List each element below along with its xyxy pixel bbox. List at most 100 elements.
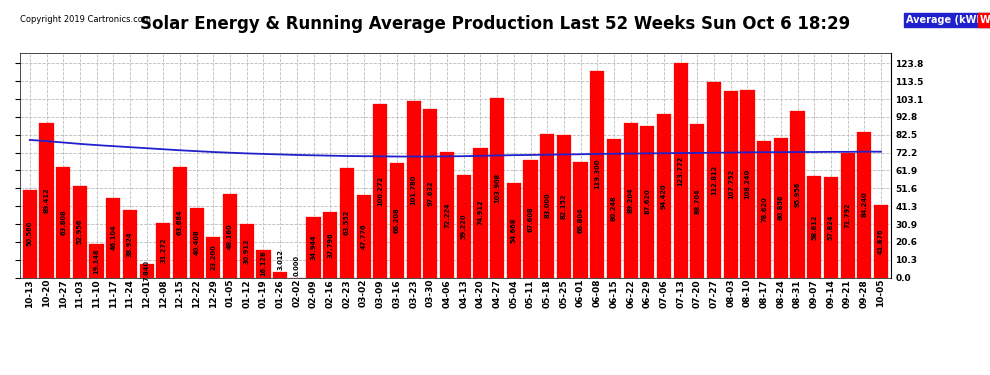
Bar: [590, 71, 604, 278]
Text: 63.808: 63.808: [60, 210, 66, 235]
Bar: [440, 153, 454, 278]
Text: 89.204: 89.204: [628, 188, 634, 213]
Text: 112.812: 112.812: [711, 165, 717, 195]
Text: Copyright 2019 Cartronics.com: Copyright 2019 Cartronics.com: [20, 15, 150, 24]
Text: 78.620: 78.620: [761, 196, 767, 222]
Text: 94.420: 94.420: [661, 183, 667, 209]
Bar: [707, 82, 721, 278]
Text: 103.908: 103.908: [494, 172, 500, 203]
Text: 84.240: 84.240: [861, 192, 867, 217]
Bar: [807, 176, 822, 278]
Bar: [206, 237, 221, 278]
Text: 23.200: 23.200: [211, 244, 217, 270]
Bar: [573, 162, 588, 278]
Bar: [673, 63, 688, 278]
Bar: [507, 183, 521, 278]
Text: 87.620: 87.620: [644, 189, 650, 214]
Text: 31.272: 31.272: [160, 238, 166, 263]
Bar: [240, 224, 253, 278]
Text: 107.752: 107.752: [728, 169, 734, 200]
Text: 30.912: 30.912: [244, 238, 249, 264]
Bar: [857, 132, 871, 278]
Bar: [190, 208, 204, 278]
Text: 88.704: 88.704: [694, 188, 700, 213]
Text: 16.128: 16.128: [260, 251, 266, 276]
Text: 3.012: 3.012: [277, 249, 283, 270]
Bar: [690, 124, 705, 278]
Bar: [541, 134, 554, 278]
Text: 123.772: 123.772: [678, 155, 684, 186]
Bar: [657, 114, 671, 278]
Bar: [424, 108, 438, 278]
Text: 57.824: 57.824: [828, 215, 834, 240]
Bar: [56, 167, 70, 278]
Bar: [757, 141, 771, 278]
Text: 67.608: 67.608: [528, 206, 534, 232]
Bar: [256, 250, 270, 278]
Bar: [89, 244, 104, 278]
Text: 72.224: 72.224: [445, 202, 450, 228]
Bar: [407, 101, 421, 278]
Text: 63.552: 63.552: [344, 210, 349, 235]
Bar: [173, 167, 187, 278]
Text: 101.780: 101.780: [411, 174, 417, 204]
Text: 40.408: 40.408: [194, 230, 200, 255]
Text: 7.840: 7.840: [144, 260, 149, 281]
Text: 19.148: 19.148: [94, 248, 100, 274]
Bar: [473, 148, 487, 278]
Text: 80.248: 80.248: [611, 195, 617, 221]
Bar: [724, 91, 738, 278]
Text: 41.876: 41.876: [878, 228, 884, 254]
Bar: [223, 194, 238, 278]
Bar: [156, 224, 170, 278]
Bar: [73, 186, 87, 278]
Bar: [456, 175, 471, 278]
Bar: [40, 123, 53, 278]
Bar: [373, 104, 387, 278]
Text: 63.684: 63.684: [177, 210, 183, 235]
Text: 97.632: 97.632: [428, 180, 434, 206]
Bar: [741, 90, 754, 278]
Text: 89.412: 89.412: [44, 187, 50, 213]
Text: 66.208: 66.208: [394, 207, 400, 233]
Text: 54.668: 54.668: [511, 217, 517, 243]
Text: 48.160: 48.160: [227, 223, 233, 249]
Text: Weekly (kWh): Weekly (kWh): [980, 15, 990, 25]
Bar: [607, 139, 621, 278]
Bar: [323, 212, 338, 278]
Text: Average (kWh): Average (kWh): [906, 15, 988, 25]
Text: 71.792: 71.792: [844, 202, 850, 228]
Text: 52.956: 52.956: [77, 219, 83, 245]
Text: 50.560: 50.560: [27, 221, 33, 246]
Bar: [790, 111, 805, 278]
Bar: [841, 153, 854, 278]
Text: 37.796: 37.796: [328, 232, 334, 258]
Bar: [307, 217, 321, 278]
Text: 83.000: 83.000: [544, 193, 550, 219]
Text: 119.300: 119.300: [594, 159, 600, 189]
Text: 82.152: 82.152: [561, 194, 567, 219]
Bar: [23, 190, 37, 278]
Text: 80.856: 80.856: [778, 195, 784, 220]
Text: 0.000: 0.000: [294, 255, 300, 276]
Bar: [624, 123, 638, 278]
Text: 47.776: 47.776: [360, 224, 366, 249]
Bar: [123, 210, 137, 278]
Text: 38.924: 38.924: [127, 231, 133, 256]
Text: 58.612: 58.612: [811, 214, 817, 240]
Bar: [641, 126, 654, 278]
Bar: [140, 264, 153, 278]
Bar: [340, 168, 354, 278]
Bar: [774, 138, 788, 278]
Text: 100.272: 100.272: [377, 176, 383, 206]
Text: 46.104: 46.104: [110, 225, 116, 251]
Bar: [490, 98, 504, 278]
Bar: [390, 163, 404, 278]
Bar: [874, 205, 888, 278]
Bar: [106, 198, 121, 278]
Bar: [556, 135, 571, 278]
Text: 95.956: 95.956: [795, 182, 801, 207]
Text: 108.240: 108.240: [744, 169, 750, 199]
Text: 59.220: 59.220: [460, 213, 466, 239]
Bar: [273, 272, 287, 278]
